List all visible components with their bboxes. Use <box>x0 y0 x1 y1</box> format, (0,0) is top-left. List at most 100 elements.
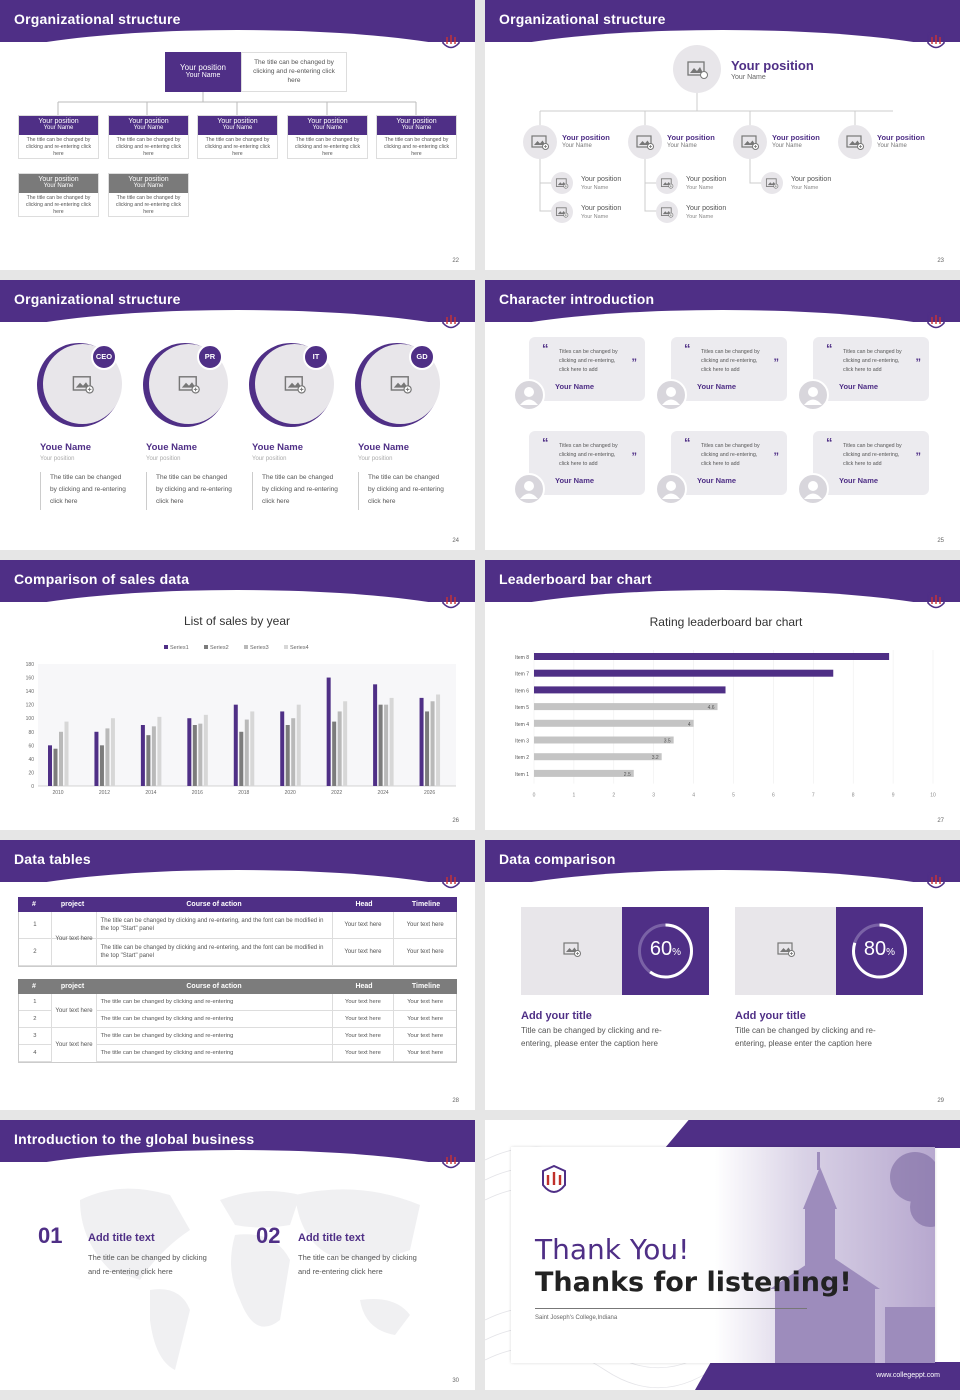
slide-23[interactable]: Organizational structure Your position Y… <box>485 0 960 270</box>
quote-line: Titles can be changed by <box>843 443 902 449</box>
node-name: Your Name <box>667 143 697 149</box>
y-tick-label: 40 <box>28 757 34 763</box>
image-placeholder-icon <box>765 178 779 189</box>
bar <box>105 728 110 786</box>
position-box[interactable]: Your position Your Name The title can be c… <box>287 115 368 159</box>
bar <box>534 703 718 711</box>
timeline-cell: Your text here <box>407 1049 444 1056</box>
sub-node-avatar[interactable] <box>656 172 678 194</box>
bar <box>389 697 394 786</box>
role-circle[interactable] <box>143 343 228 427</box>
image-placeholder[interactable] <box>735 907 836 995</box>
x-tick-label: 7 <box>812 793 815 799</box>
bar <box>534 669 834 677</box>
slide-27[interactable]: Leaderboard bar chart Rating leaderboard… <box>485 560 960 830</box>
slide-31[interactable]: Thank You! Thanks for listening! Saint J… <box>485 1120 960 1390</box>
image-placeholder[interactable] <box>521 907 622 995</box>
bar <box>203 714 208 786</box>
bar <box>534 719 694 727</box>
quote-line: clicking and re-entering, <box>843 452 900 458</box>
data-label: 4.6 <box>708 705 715 711</box>
slide-title: Introduction to the global business <box>14 1131 255 1147</box>
slide-24[interactable]: Organizational structure CEO Youe Name You… <box>0 280 475 550</box>
column-header: Timeline <box>411 983 441 990</box>
name-label: Your Name <box>222 125 253 131</box>
table-row[interactable]: 2 The title can be changed by clicking an… <box>19 1011 456 1028</box>
node-avatar[interactable] <box>628 125 662 159</box>
top-avatar[interactable] <box>673 45 721 93</box>
sub-node-position: Your position <box>686 176 727 183</box>
quote-card[interactable]: “ ” Titles can be changed by clicking and r… <box>529 337 645 401</box>
head-cell: Your text here <box>333 939 395 965</box>
x-tick-label: 3 <box>652 793 655 799</box>
column-header: project <box>60 901 85 908</box>
node-avatar[interactable] <box>523 125 557 159</box>
table-row[interactable]: 3 The title can be changed by clicking an… <box>19 1028 456 1045</box>
desc-line: The title can be changed <box>156 474 228 481</box>
column-header: # <box>32 901 36 908</box>
quote-card[interactable]: “ ” Titles can be changed by clicking and r… <box>813 431 929 495</box>
slide-25[interactable]: Character introduction “ ” Titles can be c… <box>485 280 960 550</box>
category-label: Item 8 <box>515 655 529 661</box>
sub-node-avatar[interactable] <box>551 172 573 194</box>
y-tick-label: 140 <box>26 689 35 695</box>
position-box[interactable]: Your position Your Name The title can be c… <box>18 173 99 217</box>
sub-node-avatar[interactable] <box>761 172 783 194</box>
bar <box>192 725 197 786</box>
category-label: Item 4 <box>515 722 529 728</box>
position-label: Your position <box>38 118 79 125</box>
node-position: Your position <box>562 133 610 142</box>
item-desc-1b: and re-entering click here <box>88 1267 173 1276</box>
slide-22[interactable]: Organizational structure Your position Y… <box>0 0 475 270</box>
thanks-card: Thank You! Thanks for listening! Saint J… <box>511 1147 935 1363</box>
member-position: Your position <box>146 456 181 462</box>
position-box[interactable]: Your position Your Name The title can be c… <box>376 115 457 159</box>
table-row[interactable]: 4 The title can be changed by clicking an… <box>19 1045 456 1062</box>
position-box[interactable]: Your position Your Name The title can be c… <box>108 115 189 159</box>
chart-title: Rating leaderboard bar chart <box>650 615 803 629</box>
slide-title: Leaderboard bar chart <box>499 571 652 587</box>
slide-26[interactable]: Comparison of sales data List of sales b… <box>0 560 475 830</box>
quote-line: click here to add <box>843 461 882 467</box>
sub-node-name: Your Name <box>686 214 714 220</box>
page-number: 25 <box>937 538 944 544</box>
course-cell: The title can be changed by clicking and… <box>95 1011 333 1027</box>
table-row[interactable]: 2 The title can be changed by clicking an… <box>19 939 456 966</box>
node-avatar[interactable] <box>838 125 872 159</box>
top-position-box[interactable]: Your position Your Name <box>165 52 241 92</box>
quote-card[interactable]: “ ” Titles can be changed by clicking and r… <box>529 431 645 495</box>
position-box[interactable]: Your position Your Name The title can be c… <box>108 173 189 217</box>
quote-card[interactable]: “ ” Titles can be changed by clicking and r… <box>813 337 929 401</box>
node-avatar[interactable] <box>733 125 767 159</box>
top-position-label: Your position <box>731 58 814 73</box>
x-tick-label: 10 <box>930 793 936 799</box>
quote-text: Titles can be changed by clicking and re-… <box>701 348 760 375</box>
website-url[interactable]: www.collegeppt.com <box>876 1372 940 1379</box>
table-row[interactable]: 1 The title can be changed by clicking an… <box>19 994 456 1011</box>
legend-label: Series1 <box>170 645 189 651</box>
sub-node-avatar[interactable] <box>656 201 678 223</box>
slide-30[interactable]: Introduction to the global business 01 A… <box>0 1120 475 1390</box>
data-label: 4 <box>688 722 691 728</box>
slide-28[interactable]: Data tables # project Course of action Head… <box>0 840 475 1110</box>
percent-value: 60% <box>622 938 709 961</box>
card-title: Add your title <box>735 1010 806 1022</box>
open-quote-icon: “ <box>542 341 549 356</box>
image-placeholder-icon <box>72 376 94 394</box>
quote-card[interactable]: “ ” Titles can be changed by clicking and r… <box>671 337 787 401</box>
head-cell: Your text here <box>333 912 395 938</box>
thank-you-heading: Thank You! <box>535 1233 690 1266</box>
slide-29[interactable]: Data comparison 60% Add your title Title c… <box>485 840 960 1110</box>
sub-node-name: Your Name <box>581 185 609 191</box>
desc-line: by clicking and re-entering <box>262 486 338 493</box>
quote-card[interactable]: “ ” Titles can be changed by clicking and r… <box>671 431 787 495</box>
position-box[interactable]: Your position Your Name The title can be c… <box>197 115 278 159</box>
y-tick-label: 180 <box>26 662 35 668</box>
image-placeholder-icon <box>531 135 549 150</box>
position-label: Your position <box>128 176 169 183</box>
table-row[interactable]: 1 The title can be changed by clicking an… <box>19 912 456 939</box>
close-quote-icon: ” <box>773 451 780 463</box>
item-title-2: Add title text <box>298 1232 365 1244</box>
sub-node-avatar[interactable] <box>551 201 573 223</box>
position-box[interactable]: Your position Your Name The title can be c… <box>18 115 99 159</box>
